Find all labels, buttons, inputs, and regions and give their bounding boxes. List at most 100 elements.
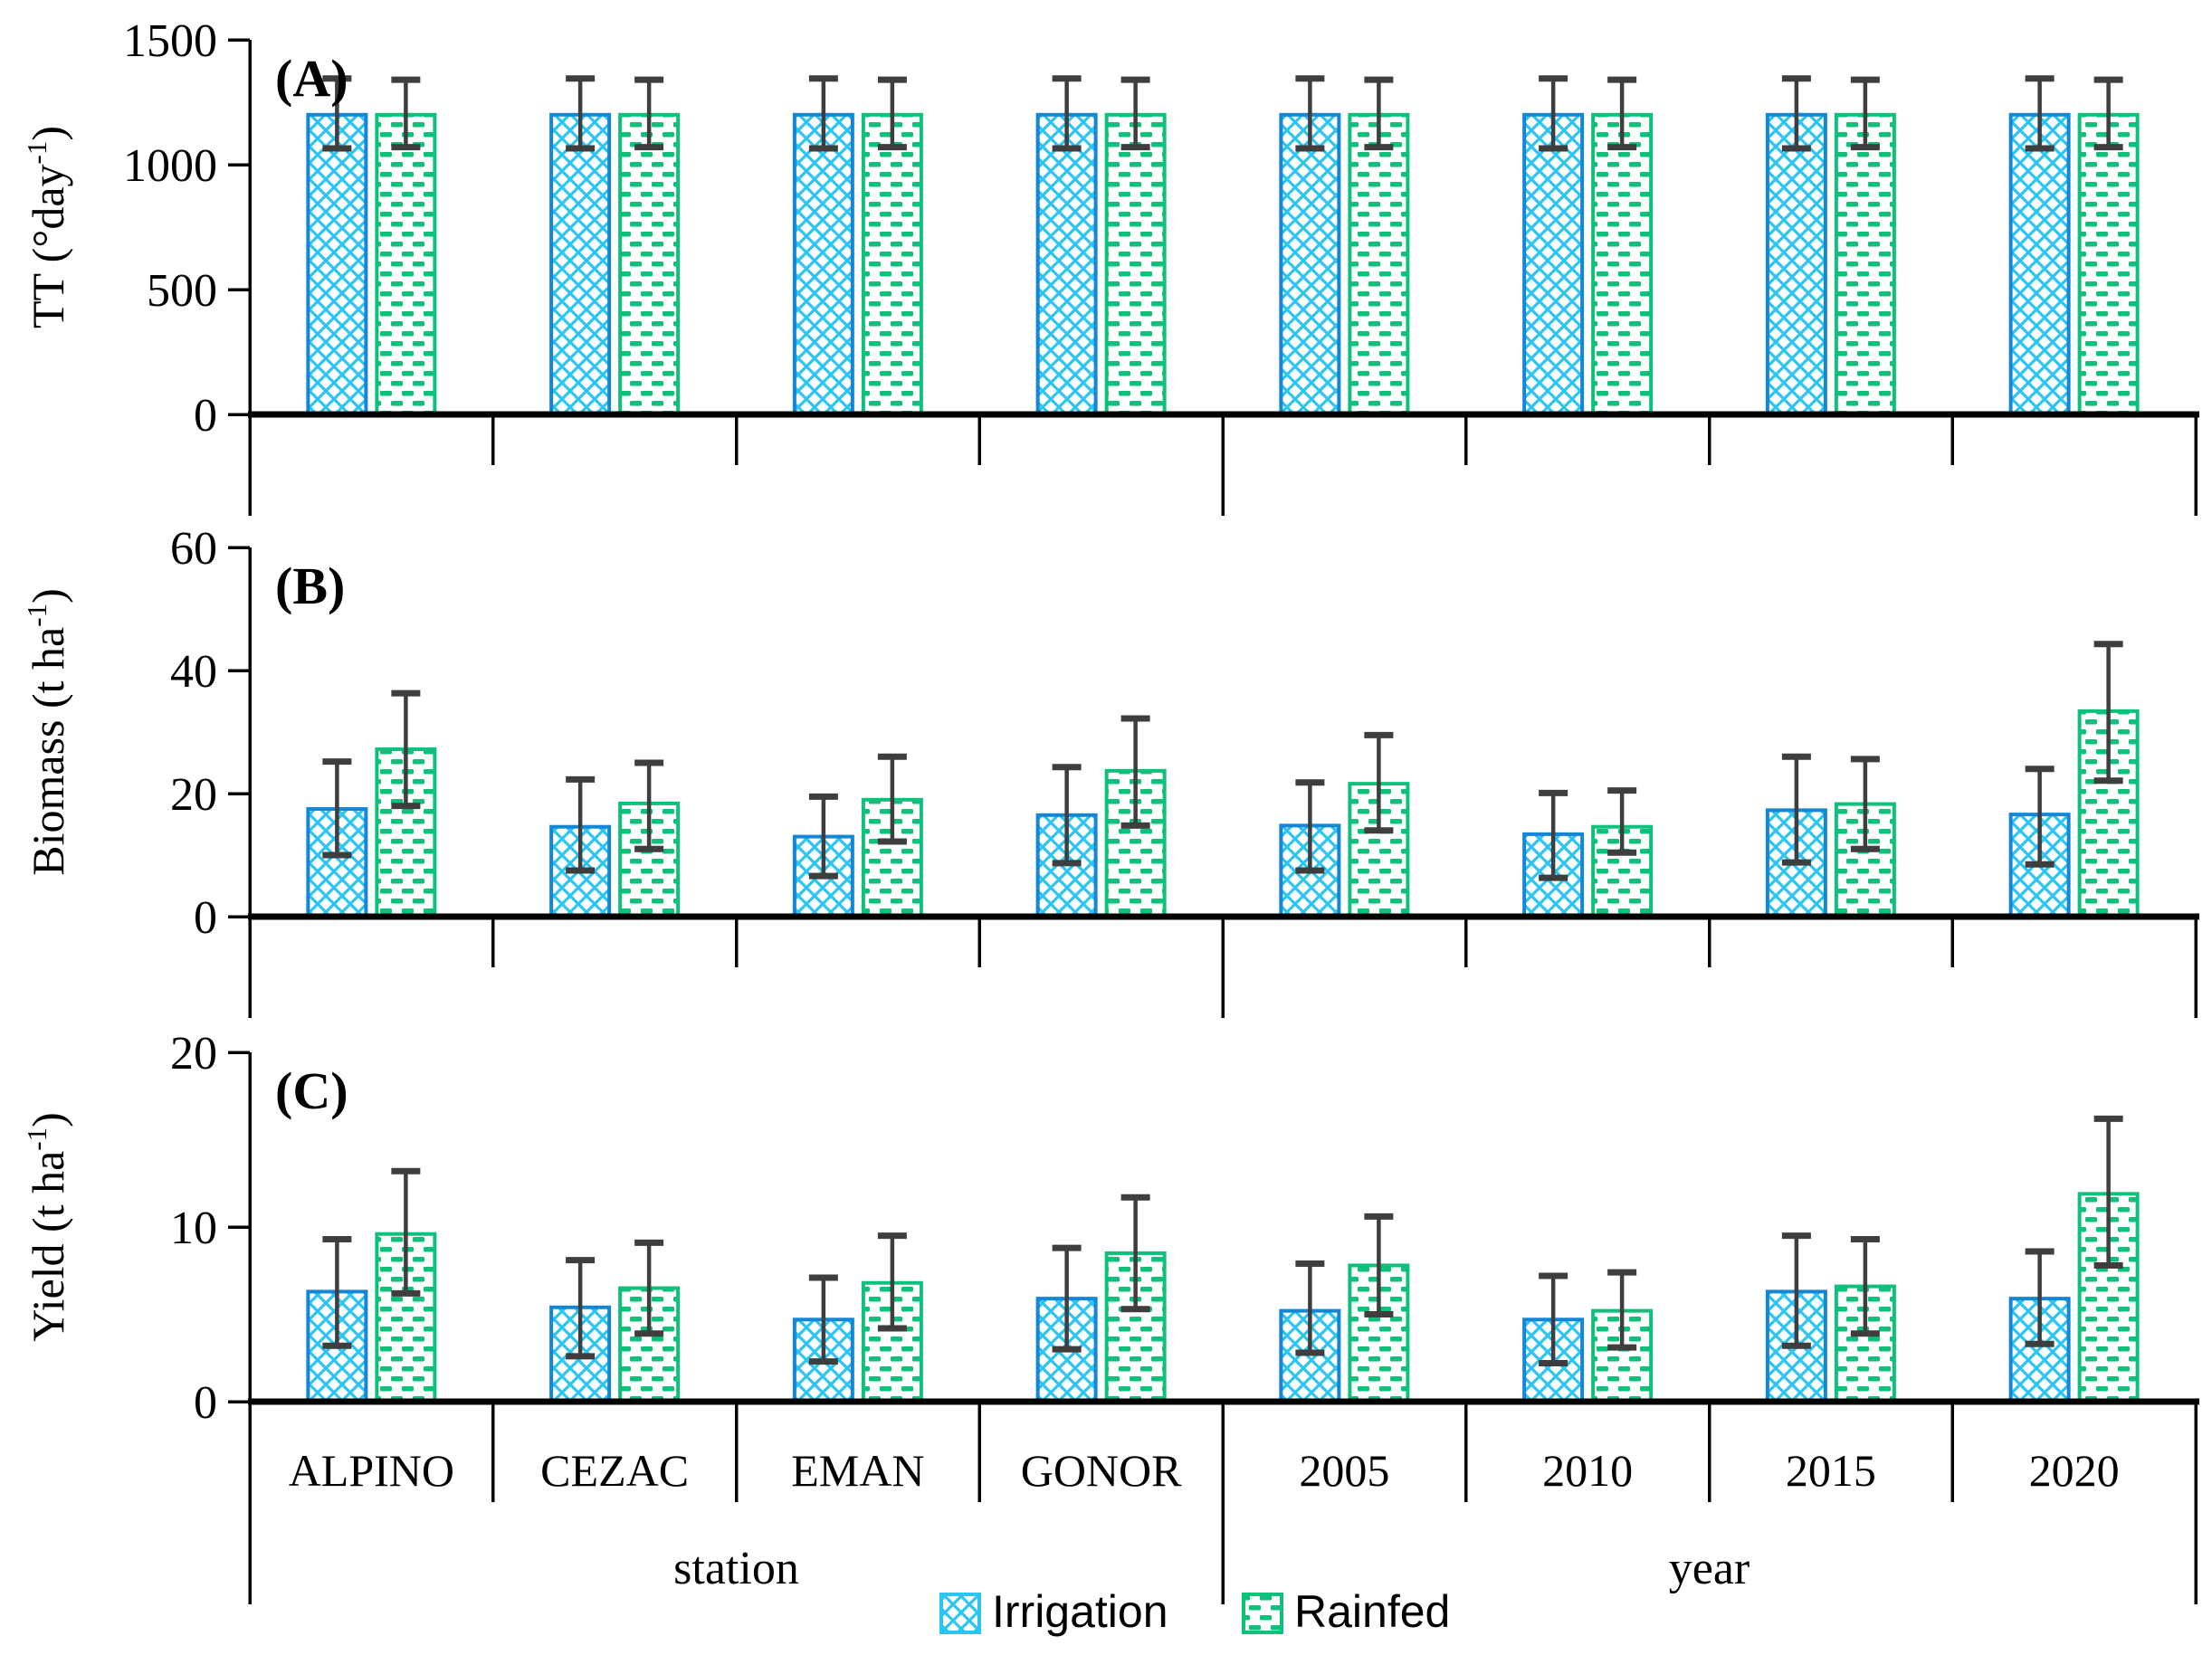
y-tick-label: 1500 bbox=[123, 15, 217, 67]
error-bar-irrigation-GONOR bbox=[1052, 764, 1082, 867]
x-category-label: 2020 bbox=[2029, 1445, 2120, 1496]
bar-rainfed-EMAN bbox=[861, 112, 923, 417]
bar-irrigation-2010 bbox=[1522, 112, 1585, 417]
error-bar-irrigation-2005 bbox=[1295, 1260, 1325, 1356]
x-category-label: CEZAC bbox=[540, 1445, 689, 1496]
x-category-label: 2010 bbox=[1542, 1445, 1633, 1496]
bar-irrigation-ALPINO bbox=[306, 112, 368, 417]
y-tick-label: 60 bbox=[170, 523, 217, 575]
error-bar-rainfed-2020 bbox=[2093, 76, 2123, 151]
error-bar-irrigation-GONOR bbox=[1052, 1244, 1082, 1353]
error-bar-rainfed-GONOR bbox=[1120, 76, 1150, 151]
error-bar-rainfed-2010 bbox=[1607, 787, 1637, 856]
error-bar-rainfed-ALPINO bbox=[391, 76, 421, 151]
error-bar-rainfed-CEZAC bbox=[634, 759, 664, 852]
x-category-label: GONOR bbox=[1021, 1445, 1182, 1496]
x-category-label: EMAN bbox=[791, 1445, 924, 1496]
error-bar-irrigation-CEZAC bbox=[566, 75, 596, 152]
x-category-label: 2015 bbox=[1786, 1445, 1876, 1496]
error-bar-irrigation-EMAN bbox=[808, 75, 838, 152]
x-group-label: station bbox=[673, 1543, 799, 1594]
error-bar-irrigation-2020 bbox=[2025, 766, 2055, 868]
bar-rainfed-2020 bbox=[2077, 112, 2140, 417]
legend-label-rainfed: Rainfed bbox=[1294, 1586, 1450, 1637]
y-axis-title: Biomass (t ha-1) bbox=[21, 588, 73, 875]
bar-rainfed-GONOR bbox=[1104, 112, 1167, 417]
bar-rainfed-2005 bbox=[1348, 112, 1410, 417]
bar-irrigation-2015 bbox=[1765, 112, 1827, 417]
panel-letter: (B) bbox=[275, 556, 345, 615]
error-bar-irrigation-ALPINO bbox=[322, 75, 352, 152]
error-bar-rainfed-CEZAC bbox=[634, 76, 664, 151]
error-bar-irrigation-2020 bbox=[2025, 75, 2055, 152]
legend-swatch-rainfed bbox=[1242, 1593, 1283, 1634]
error-bar-irrigation-GONOR bbox=[1052, 75, 1082, 152]
bar-irrigation-EMAN bbox=[792, 112, 854, 417]
legend: Irrigation Rainfed bbox=[939, 1586, 1450, 1637]
error-bar-rainfed-2010 bbox=[1607, 76, 1637, 151]
error-bar-irrigation-2015 bbox=[1781, 753, 1811, 866]
panel-C: 0 10 20 (C) Yield (t ha-1) bbox=[21, 1028, 2199, 1604]
y-tick-label: 0 bbox=[194, 892, 217, 944]
y-tick-label: 20 bbox=[170, 1028, 217, 1080]
error-bar-irrigation-2010 bbox=[1539, 1272, 1568, 1367]
bar-irrigation-CEZAC bbox=[549, 112, 612, 417]
error-bar-rainfed-EMAN bbox=[877, 76, 907, 151]
error-bar-irrigation-2015 bbox=[1781, 75, 1811, 152]
y-axis-title: TT (°day-1) bbox=[21, 126, 73, 328]
bar-rainfed-2010 bbox=[1591, 112, 1654, 417]
error-bar-irrigation-CEZAC bbox=[566, 775, 596, 874]
error-bar-rainfed-2020 bbox=[2093, 1115, 2123, 1269]
y-tick-label: 0 bbox=[194, 1377, 217, 1429]
error-bar-rainfed-2005 bbox=[1364, 76, 1394, 151]
error-bar-rainfed-2020 bbox=[2093, 641, 2123, 785]
error-bar-irrigation-EMAN bbox=[808, 1274, 838, 1365]
y-tick-label: 0 bbox=[194, 390, 217, 442]
y-tick-label: 10 bbox=[170, 1203, 217, 1254]
error-bar-rainfed-EMAN bbox=[877, 753, 907, 845]
bar-rainfed-CEZAC bbox=[618, 112, 681, 417]
error-bar-rainfed-2010 bbox=[1607, 1269, 1637, 1351]
error-bar-irrigation-2015 bbox=[1781, 1232, 1811, 1349]
y-tick-label: 1000 bbox=[123, 140, 217, 192]
error-bar-rainfed-GONOR bbox=[1120, 715, 1150, 829]
y-tick-label: 40 bbox=[170, 646, 217, 698]
y-tick-label: 500 bbox=[147, 265, 217, 317]
bar-rainfed-2015 bbox=[1834, 112, 1896, 417]
error-bar-rainfed-CEZAC bbox=[634, 1239, 664, 1337]
error-bar-irrigation-2005 bbox=[1295, 779, 1325, 874]
bar-rainfed-ALPINO bbox=[375, 112, 437, 417]
error-bar-irrigation-ALPINO bbox=[322, 758, 352, 859]
error-bar-rainfed-2015 bbox=[1850, 1236, 1880, 1337]
error-bar-irrigation-ALPINO bbox=[322, 1236, 352, 1349]
error-bar-irrigation-CEZAC bbox=[566, 1257, 596, 1360]
error-bar-irrigation-EMAN bbox=[808, 793, 838, 880]
bar-irrigation-2020 bbox=[2008, 112, 2071, 417]
error-bar-rainfed-GONOR bbox=[1120, 1194, 1150, 1313]
bar-irrigation-GONOR bbox=[1035, 112, 1098, 417]
y-axis-title: Yield (t ha-1) bbox=[21, 1112, 73, 1342]
y-tick-label: 20 bbox=[170, 769, 217, 821]
panel-A: 0 500 1000 1500 (A) TT (°day-1) bbox=[21, 15, 2199, 516]
error-bar-irrigation-2020 bbox=[2025, 1248, 2055, 1347]
error-bar-rainfed-2015 bbox=[1850, 756, 1880, 852]
legend-label-irrigation: Irrigation bbox=[992, 1586, 1168, 1637]
x-group-label: year bbox=[1669, 1543, 1750, 1594]
error-bar-irrigation-2010 bbox=[1539, 789, 1568, 881]
error-bar-rainfed-2015 bbox=[1850, 76, 1880, 151]
legend-swatch-irrigation bbox=[939, 1593, 981, 1634]
x-category-label: 2005 bbox=[1299, 1445, 1389, 1496]
error-bar-rainfed-2005 bbox=[1364, 1213, 1394, 1317]
error-bar-rainfed-ALPINO bbox=[391, 1167, 421, 1297]
panel-letter: (C) bbox=[275, 1061, 348, 1120]
error-bar-irrigation-2010 bbox=[1539, 75, 1568, 152]
panel-B: 0 20 40 60 (B) Biomass (t ha-1) bbox=[21, 523, 2199, 1018]
x-category-label: ALPINO bbox=[289, 1445, 454, 1496]
error-bar-rainfed-2005 bbox=[1364, 731, 1394, 834]
error-bar-irrigation-2005 bbox=[1295, 75, 1325, 152]
error-bar-rainfed-ALPINO bbox=[391, 690, 421, 810]
panel-letter: (A) bbox=[275, 49, 348, 108]
error-bar-rainfed-EMAN bbox=[877, 1232, 907, 1332]
